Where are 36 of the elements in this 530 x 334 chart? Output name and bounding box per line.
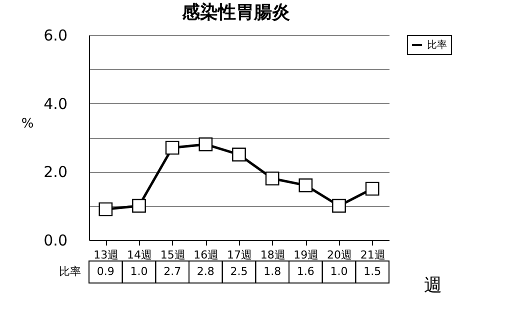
text: 2.8 (196, 265, 214, 278)
text: 0.9 (96, 265, 114, 278)
x-tick-label: 18週 (260, 248, 286, 262)
y-axis-title: % (21, 116, 34, 132)
point (265, 172, 280, 186)
point (232, 148, 246, 162)
legend-label: 比率 (427, 39, 447, 51)
x-tick-label: 16週 (194, 248, 219, 262)
chart-title: 感染性胃腸炎 (181, 2, 290, 23)
text: 2.5 (230, 265, 248, 278)
x-axis-title: 週 (424, 275, 442, 296)
y-tick-label: 0.0 (44, 232, 68, 250)
point (165, 140, 180, 155)
text: 1.0 (130, 265, 148, 278)
point (198, 137, 213, 152)
x-tick-label: 14週 (127, 248, 152, 262)
x-tick-label: 20週 (327, 248, 352, 262)
y-tick-label: 6.0 (44, 26, 68, 44)
y-tick-label: 2.0 (44, 163, 68, 182)
x-tick-label: 21週 (360, 248, 386, 262)
x-tick-label: 19週 (294, 248, 319, 262)
text: 2.7 (164, 265, 182, 278)
text: 1.0 (330, 265, 348, 278)
text: 1.8 (264, 265, 282, 278)
x-tick-label: 17週 (227, 248, 252, 262)
point (132, 198, 146, 213)
text: 比率 (59, 265, 81, 278)
y-tick-label: 4.0 (44, 94, 68, 113)
point (98, 202, 113, 216)
point (298, 178, 313, 192)
point (365, 182, 380, 196)
text: 1.6 (296, 265, 314, 278)
x-tick-label: 15週 (160, 248, 186, 262)
x-tick-label: 13週 (94, 248, 119, 262)
point (332, 198, 346, 213)
text: 1.5 (364, 265, 382, 278)
